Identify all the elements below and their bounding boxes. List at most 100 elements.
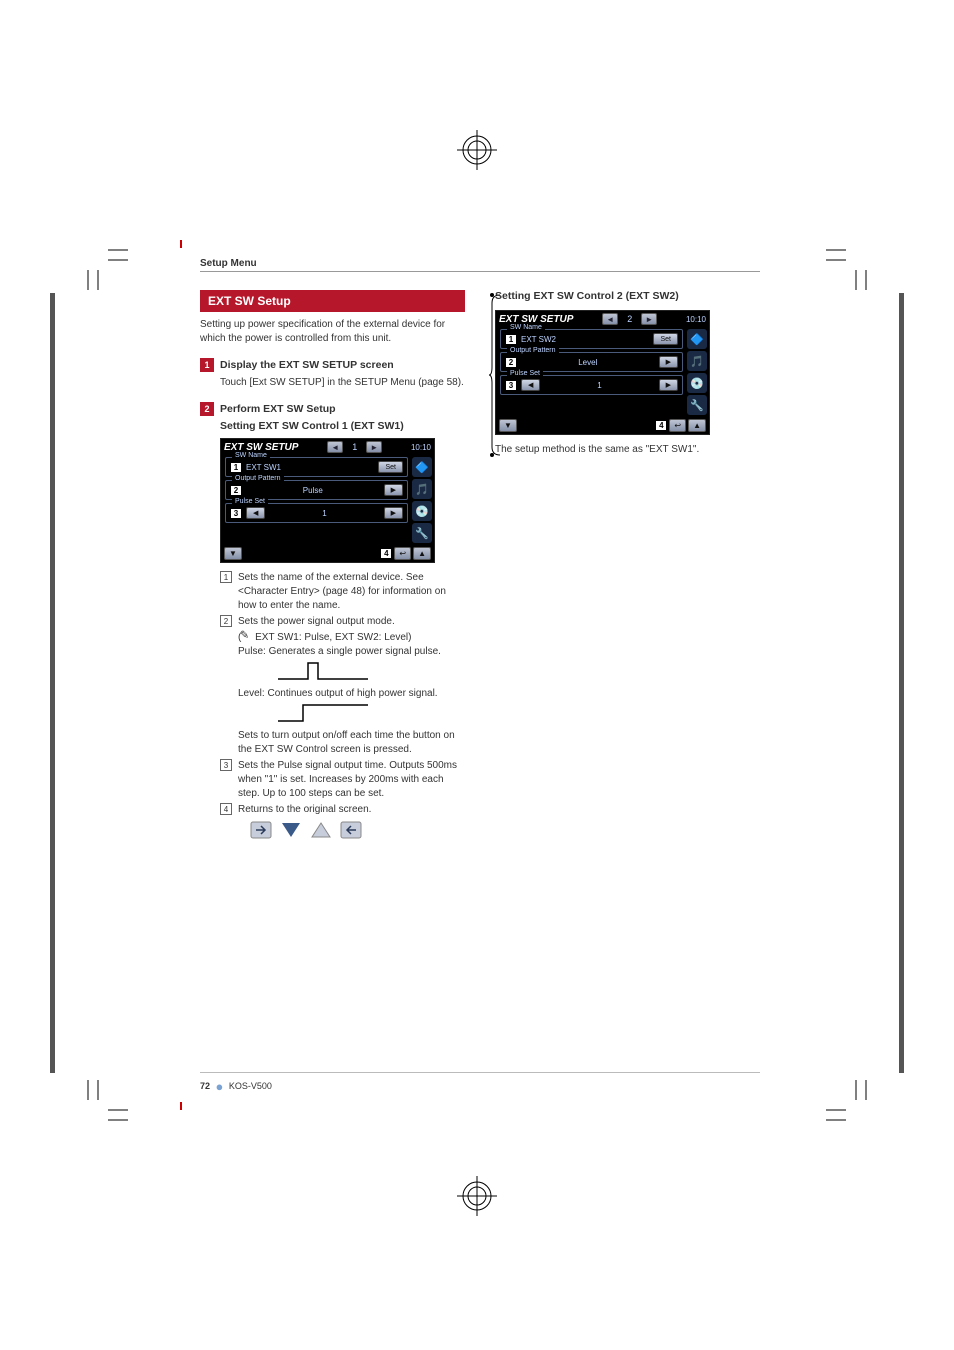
desc-item-3: 3 Sets the Pulse signal output time. Out… [220, 759, 465, 801]
pulse-set-legend: Pulse Set [507, 370, 543, 377]
pulse-set-legend: Pulse Set [232, 498, 268, 505]
page-number: 72 [200, 1081, 210, 1091]
nav-prev-icon [340, 821, 362, 839]
pencil-icon [239, 628, 254, 643]
registration-mark-bottom [457, 1176, 497, 1216]
left-column: EXT SW Setup Setting up power specificat… [200, 290, 465, 839]
desc-num-1: 1 [220, 571, 232, 583]
sw2-subheading: Setting EXT SW Control 2 (EXT SW2) [495, 290, 760, 302]
right-column: Setting EXT SW Control 2 (EXT SW2) EXT S… [495, 290, 760, 839]
output-pattern-legend: Output Pattern [507, 347, 559, 354]
footer-dropdown-button[interactable]: ▼ [224, 547, 242, 560]
footer-up-button[interactable]: ▲ [413, 547, 431, 560]
desc-num-3: 3 [220, 759, 232, 771]
callout-1-icon: 1 [230, 462, 242, 473]
callout-3-icon: 3 [505, 380, 517, 391]
nav-icons-row [250, 821, 465, 839]
level-desc: Continues output of high power signal. [267, 688, 437, 699]
page-indicator: 1 [346, 442, 363, 452]
callout-2-icon: 2 [230, 485, 242, 496]
desc-text-4: Returns to the original screen. [238, 803, 465, 817]
mock-title: EXT SW SETUP [499, 314, 573, 325]
callout-4-icon: 4 [380, 548, 392, 559]
pulse-set-value: 1 [269, 509, 379, 518]
next-page-button[interactable]: ► [641, 313, 657, 325]
clock-label: 10:10 [411, 443, 431, 452]
level-waveform-icon [278, 703, 368, 725]
section-intro: Setting up power specification of the ex… [200, 318, 465, 346]
sw2-note: The setup method is the same as "EXT SW1… [495, 443, 760, 457]
callout-4-icon: 4 [655, 420, 667, 431]
set-button[interactable]: Set [653, 333, 678, 345]
page-indicator: 2 [621, 314, 638, 324]
step-1-body: Touch [Ext SW SETUP] in the SETUP Menu (… [220, 376, 465, 390]
nav-next-icon [250, 821, 272, 839]
desc-text-1: Sets the name of the external device. Se… [238, 571, 465, 613]
pulse-set-value: 1 [544, 381, 654, 390]
page-content: Setup Menu EXT SW Setup Setting up power… [200, 258, 760, 839]
trim-tick-icon [180, 240, 182, 248]
sw1-screenshot: EXT SW SETUP ◄ 1 ► 10:10 SW Name 1 [220, 438, 435, 563]
bleed-bar-icon [899, 293, 904, 1073]
desc-text-2b: EXT SW1: Pulse, EXT SW2: Level) [255, 632, 411, 643]
pulse-prev-button[interactable] [246, 507, 265, 519]
level-label: Level: [238, 688, 265, 699]
running-header: Setup Menu [200, 258, 760, 272]
next-page-button[interactable]: ► [366, 441, 382, 453]
output-pattern-legend: Output Pattern [232, 475, 284, 482]
callout-description-list: 1 Sets the name of the external device. … [220, 571, 465, 817]
side-disc-icon[interactable]: 💿 [412, 501, 432, 521]
footer-model: KOS-V500 [229, 1081, 272, 1091]
trim-tick-icon [180, 1102, 182, 1110]
side-audio-icon[interactable]: 🎵 [687, 351, 707, 371]
crop-mark-icon [826, 240, 906, 295]
prev-page-button[interactable]: ◄ [602, 313, 618, 325]
side-nav-icon[interactable]: 🔷 [412, 457, 432, 477]
desc-num-4: 4 [220, 803, 232, 815]
desc-text-2-tail: Sets to turn output on/off each time the… [238, 730, 455, 755]
side-settings-icon[interactable]: 🔧 [687, 395, 707, 415]
sw1-subheading: Setting EXT SW Control 1 (EXT SW1) [220, 420, 465, 432]
desc-text-3: Sets the Pulse signal output time. Outpu… [238, 759, 465, 801]
side-disc-icon[interactable]: 💿 [687, 373, 707, 393]
pulse-next-button[interactable] [384, 507, 403, 519]
footer-bullet-icon: ● [213, 1079, 227, 1094]
crop-mark-icon [48, 240, 128, 295]
pulse-prev-button[interactable] [521, 379, 540, 391]
footer-dropdown-button[interactable]: ▼ [499, 419, 517, 432]
pulse-waveform-icon [278, 661, 368, 683]
sw-name-legend: SW Name [232, 452, 270, 459]
pulse-next-button[interactable] [659, 379, 678, 391]
callout-1-icon: 1 [505, 334, 517, 345]
step-1-header: 1 Display the EXT SW SETUP screen [200, 358, 465, 372]
desc-item-2: 2 Sets the power signal output mode. ( E… [220, 615, 465, 757]
side-nav-icon[interactable]: 🔷 [687, 329, 707, 349]
desc-text-2a: Sets the power signal output mode. [238, 616, 395, 627]
desc-item-1: 1 Sets the name of the external device. … [220, 571, 465, 613]
side-settings-icon[interactable]: 🔧 [412, 523, 432, 543]
sw-name-legend: SW Name [507, 324, 545, 331]
mock-title: EXT SW SETUP [224, 442, 298, 453]
desc-num-2: 2 [220, 615, 232, 627]
side-audio-icon[interactable]: 🎵 [412, 479, 432, 499]
return-button[interactable]: ↩ [394, 547, 411, 560]
page-footer: 72 ● KOS-V500 [200, 1072, 760, 1092]
return-button[interactable]: ↩ [669, 419, 686, 432]
pattern-next-button[interactable] [384, 484, 403, 496]
step-2-header: 2 Perform EXT SW Setup [200, 402, 465, 416]
crop-mark-icon [826, 1080, 906, 1135]
pulse-desc: Generates a single power signal pulse. [269, 646, 441, 657]
bleed-bar-icon [50, 293, 55, 1073]
step-number-badge: 1 [200, 358, 214, 372]
desc-item-4: 4 Returns to the original screen. [220, 803, 465, 817]
footer-up-button[interactable]: ▲ [688, 419, 706, 432]
sw2-screenshot: EXT SW SETUP ◄ 2 ► 10:10 SW Name 1 [495, 310, 710, 435]
prev-page-button[interactable]: ◄ [327, 441, 343, 453]
section-title: EXT SW Setup [200, 290, 465, 312]
set-button[interactable]: Set [378, 461, 403, 473]
step-1-title: Display the EXT SW SETUP screen [220, 359, 394, 371]
pattern-next-button[interactable] [659, 356, 678, 368]
registration-mark-top [457, 130, 497, 170]
sw-name-value: EXT SW1 [246, 463, 374, 472]
callout-2-icon: 2 [505, 357, 517, 368]
